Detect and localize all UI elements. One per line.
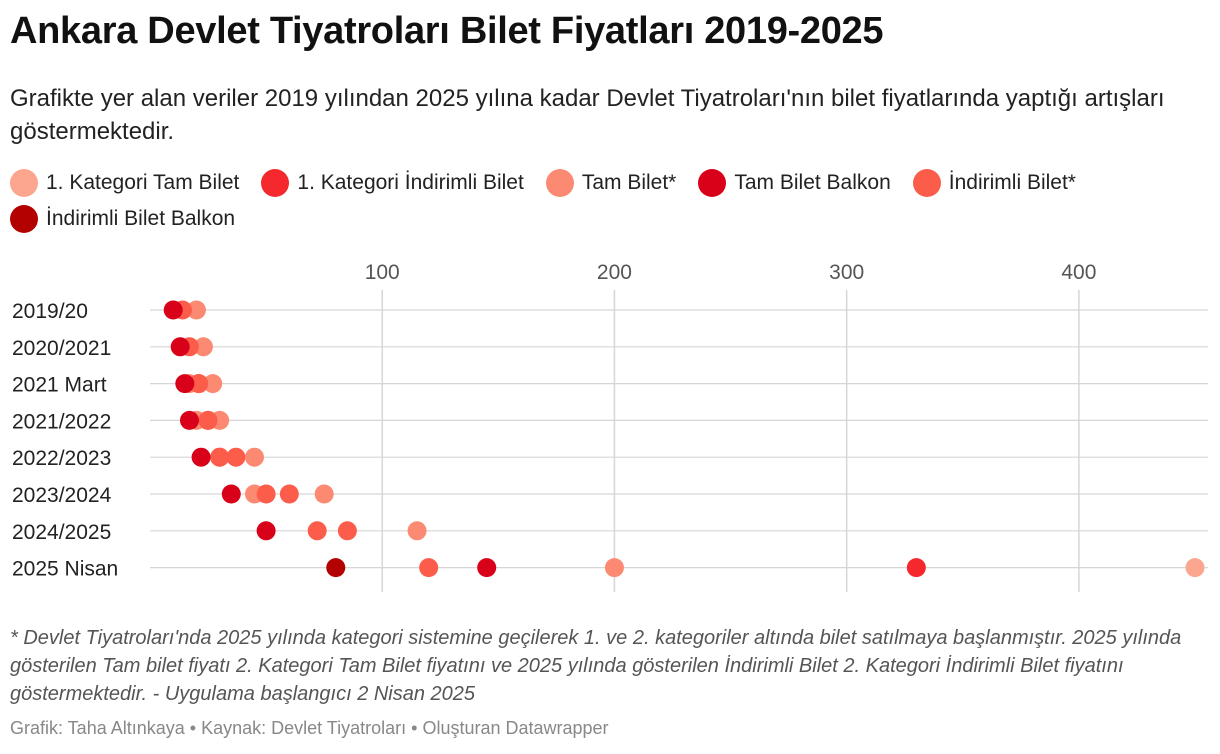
legend-swatch	[698, 169, 727, 197]
data-point	[245, 447, 264, 467]
row-label: 2022/2023	[12, 447, 111, 470]
row-label: 2024/2025	[12, 521, 111, 544]
row-label: 2019/20	[12, 300, 88, 323]
legend-item: İndirimli Bilet Balkon	[10, 204, 235, 234]
x-tick-label: 100	[365, 261, 400, 284]
data-point	[256, 484, 276, 504]
legend-item: Tam Bilet Balkon	[698, 168, 891, 198]
chart-credits: Grafik: Taha Altınkaya • Kaynak: Devlet …	[10, 718, 609, 738]
data-point	[191, 447, 211, 467]
x-tick-label: 400	[1061, 261, 1096, 284]
legend-label: 1. Kategori İndirimli Bilet	[297, 171, 524, 194]
dot-plot: 100 200 300 400 2019/20 2020/2021 2021 Mart 202…	[12, 261, 1208, 592]
data-point	[175, 374, 195, 394]
legend-label: Tam Bilet Balkon	[734, 171, 891, 194]
chart-legend: 1. Kategori Tam Bilet 1. Kategori İndirim…	[10, 168, 1210, 234]
legend-swatch	[10, 205, 38, 233]
legend-item: 1. Kategori İndirimli Bilet	[261, 168, 524, 198]
data-point	[256, 521, 276, 541]
legend-label: 1. Kategori Tam Bilet	[46, 171, 240, 194]
data-point	[221, 484, 241, 504]
data-point	[314, 484, 334, 504]
data-point	[477, 558, 497, 578]
data-point	[279, 484, 299, 504]
x-tick-label: 300	[829, 261, 864, 284]
data-point	[186, 300, 206, 320]
data-point	[210, 447, 230, 467]
legend-swatch	[545, 169, 574, 197]
data-point	[163, 300, 183, 320]
data-point	[337, 521, 357, 541]
row-label: 2021 Mart	[12, 374, 107, 397]
legend-label: İndirimli Bilet Balkon	[46, 207, 236, 230]
legend-swatch	[261, 169, 290, 197]
data-point	[906, 558, 926, 578]
row-label: 2020/2021	[12, 337, 111, 360]
legend-label: Tam Bilet*	[581, 171, 677, 194]
legend-label: İndirimli Bilet*	[948, 171, 1076, 194]
data-point	[189, 374, 209, 394]
chart-title: Ankara Devlet Tiyatroları Bilet Fiyatlar…	[10, 10, 884, 52]
row-label: 2025 Nisan	[12, 558, 118, 581]
x-tick-label: 200	[597, 261, 632, 284]
chart-subtitle: Grafikte yer alan veriler 2019 yılından …	[10, 85, 1165, 145]
row-label: 2023/2024	[12, 484, 112, 507]
data-point	[307, 521, 327, 541]
data-point	[198, 410, 218, 430]
chart-footnote: * Devlet Tiyatroları'nda 2025 yılında ka…	[10, 627, 1182, 705]
legend-swatch	[10, 169, 38, 197]
data-point	[193, 337, 213, 357]
legend-item: İndirimli Bilet*	[912, 168, 1076, 198]
legend-item: 1. Kategori Tam Bilet	[10, 168, 239, 198]
data-point	[1185, 558, 1205, 578]
data-point	[170, 337, 190, 357]
data-point	[226, 447, 246, 467]
data-point	[203, 374, 223, 394]
legend-swatch	[912, 169, 941, 197]
data-point	[419, 558, 439, 578]
legend-item: Tam Bilet*	[545, 168, 677, 198]
data-point	[407, 521, 427, 541]
row-label: 2021/2022	[12, 410, 111, 433]
data-point	[326, 558, 346, 578]
data-point	[604, 558, 624, 578]
data-point	[179, 410, 199, 430]
